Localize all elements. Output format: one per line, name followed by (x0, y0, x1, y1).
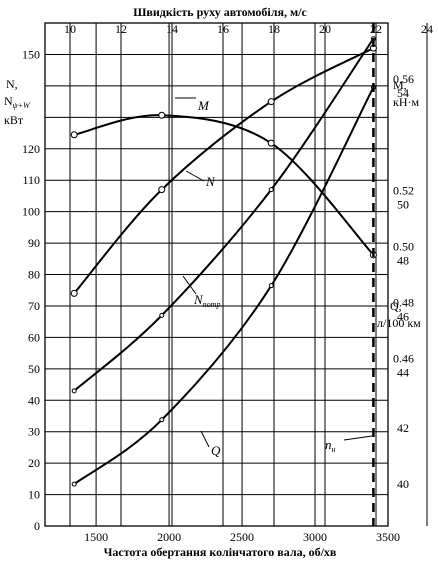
series-curve-npotr (73, 38, 375, 392)
left-tick-label: 70 (28, 299, 40, 313)
data-point (71, 388, 77, 394)
grid (45, 23, 428, 526)
left-tick-label: 90 (28, 236, 40, 250)
series-label-q: Q (211, 443, 221, 458)
top-tick-label: 12 (115, 22, 127, 36)
data-point (71, 481, 77, 487)
bottom-tick-label: 2000 (157, 530, 181, 544)
left-tick-label: 10 (28, 488, 40, 502)
left-tick-label: 40 (28, 393, 40, 407)
series-curve-q (73, 86, 375, 485)
series-label-npotr: Nпотр (193, 292, 220, 309)
top-tick-label: 22 (370, 22, 382, 36)
nh-label: nн (325, 437, 336, 454)
data-point (70, 289, 78, 297)
left-tick-label: 120 (22, 142, 40, 156)
data-point (158, 186, 166, 194)
left-tick-label: 30 (28, 425, 40, 439)
top-tick-label: 10 (64, 22, 76, 36)
data-point (267, 98, 275, 106)
top-tick-label: 14 (166, 22, 178, 36)
right-axis-label-q-unit: л/100 км (377, 316, 421, 330)
bottom-tick-label: 3000 (303, 530, 327, 544)
right-tick-label-m: 0.48 (393, 295, 414, 309)
top-tick-label: 18 (268, 22, 280, 36)
right-tick-label-q: 54 (397, 86, 409, 100)
top-axis-title: Швидкість руху автомобіля, м/с (133, 5, 307, 19)
data-point (158, 111, 166, 119)
series-label-m: M (197, 98, 210, 113)
left-axis-label-unit: кВт (4, 113, 24, 127)
series-curve-m (73, 114, 375, 256)
left-tick-label: 110 (22, 173, 40, 187)
plot-frame (44, 22, 389, 527)
right-tick-label-q: 48 (397, 254, 409, 268)
series-curves (73, 38, 375, 485)
series-label-n: N (205, 174, 216, 189)
right-axis-label-m: M, (393, 78, 407, 92)
right-axis-label-q: Q, (390, 299, 402, 313)
axis-ticks: 0 10 20 30 40 50 60 70 80 90 100 110 120 150 1500 2000 2… (22, 22, 433, 544)
x-axis-title: Частота обертання колінчатого вала, об/х… (104, 545, 337, 559)
data-point (268, 187, 274, 193)
right-tick-label-m: 0.50 (393, 240, 414, 254)
right-tick-label-q: 46 (397, 309, 409, 323)
bottom-tick-label: 2500 (230, 530, 254, 544)
left-axis-label-n: N, (6, 77, 18, 91)
right-tick-label-q: 44 (397, 365, 409, 379)
leader-line-nh (343, 435, 373, 441)
data-point (268, 283, 274, 289)
top-tick-label: 16 (217, 22, 229, 36)
left-tick-label: 80 (28, 268, 40, 282)
left-tick-label: 150 (22, 47, 40, 61)
top-tick-label: 24 (421, 22, 433, 36)
series-curve-n (73, 47, 374, 295)
left-tick-label: 20 (28, 456, 40, 470)
right-tick-label-q: 50 (397, 198, 409, 212)
bottom-tick-label: 3500 (376, 530, 400, 544)
right-tick-label-m: 0.46 (393, 351, 414, 365)
data-point (267, 139, 275, 147)
bottom-tick-label: 1500 (84, 530, 108, 544)
top-tick-label: 20 (319, 22, 331, 36)
left-tick-label: 0 (34, 519, 40, 533)
left-tick-label: 60 (28, 330, 40, 344)
data-point (159, 417, 165, 423)
data-point (70, 131, 78, 139)
right-axis-label-m-unit: кН·м (393, 95, 419, 109)
right-tick-label-q: 40 (397, 477, 409, 491)
left-tick-label: 50 (28, 362, 40, 376)
right-tick-label-q: 42 (397, 421, 409, 435)
data-point (159, 312, 165, 318)
leader-line-q (200, 430, 210, 448)
leader-line-npotr (182, 275, 197, 295)
right-tick-label-m: 0.52 (393, 184, 414, 198)
left-axis-label-nwpsi: Nψ+W (4, 94, 31, 110)
leader-line-n (185, 170, 205, 182)
right-tick-label-m: 0.56 (393, 72, 414, 86)
left-tick-label: 100 (22, 205, 40, 219)
